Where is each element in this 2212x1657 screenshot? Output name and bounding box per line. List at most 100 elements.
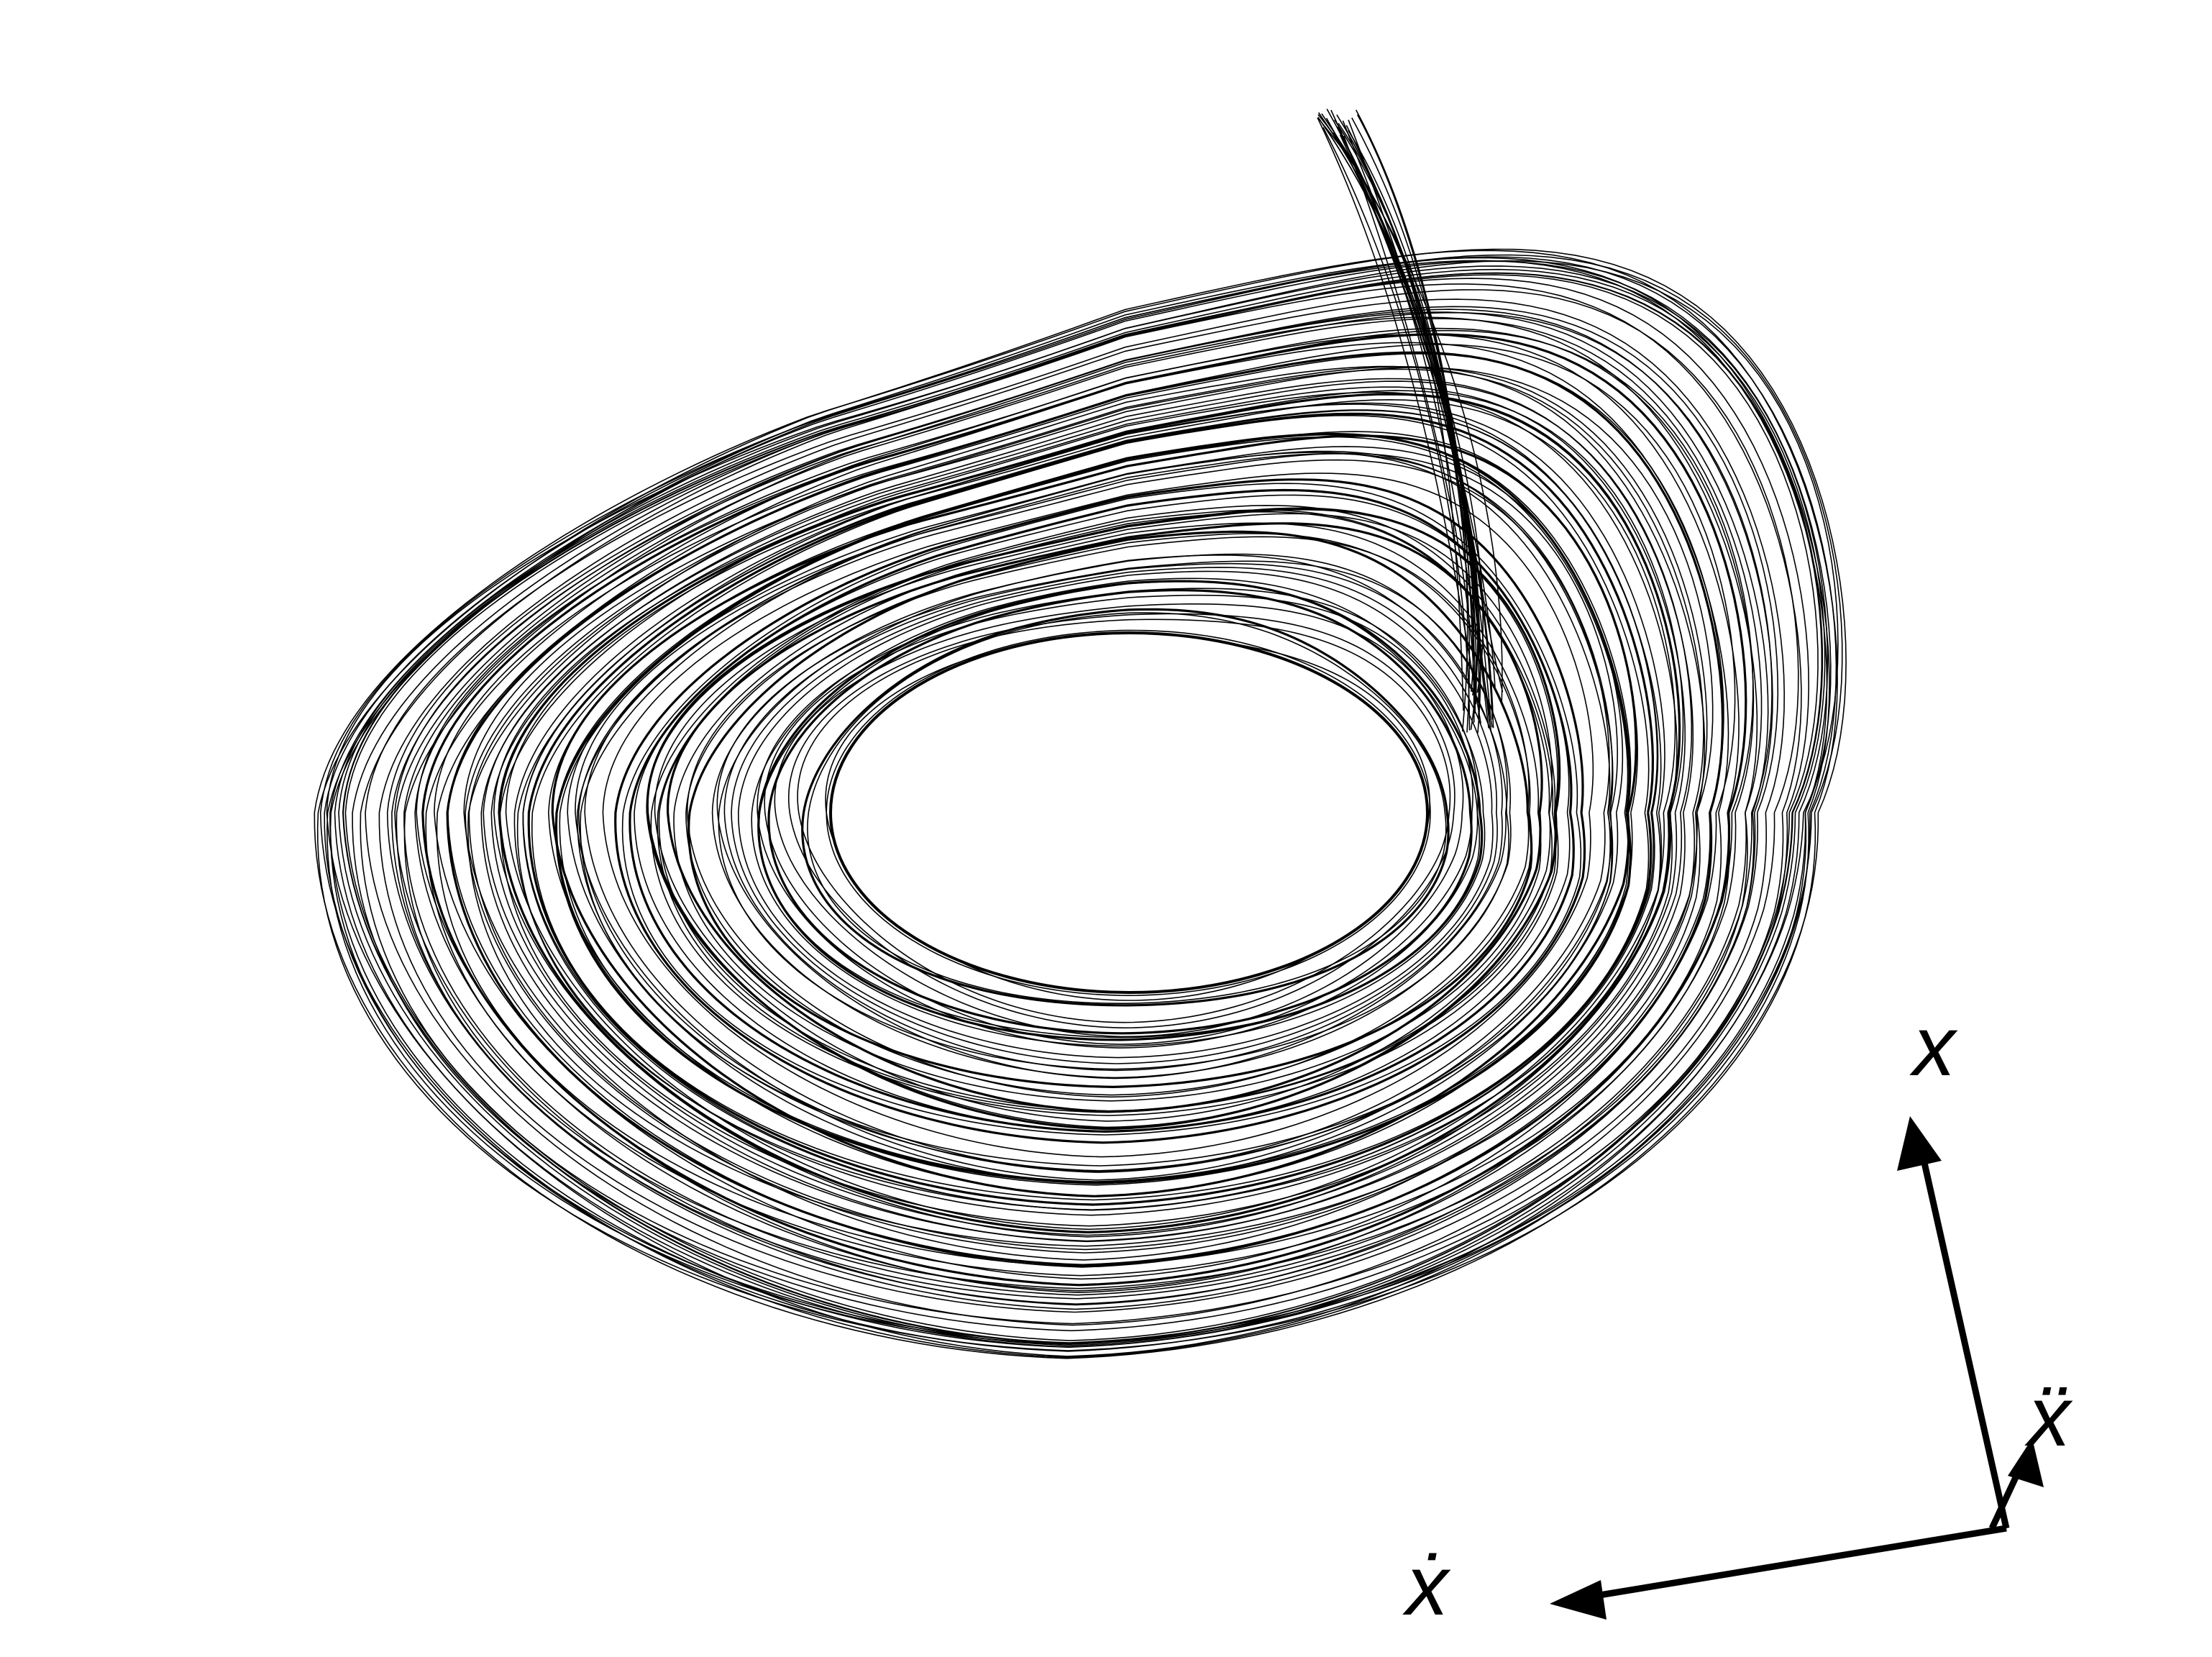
- trajectory-loop: [807, 612, 1447, 1004]
- trajectory-loop: [329, 260, 1832, 1348]
- trajectory-loop: [580, 452, 1613, 1167]
- x-dot-axis-arrowhead: [1550, 1580, 1607, 1620]
- trajectory-loop: [577, 450, 1614, 1172]
- attractor-trajectory: [314, 109, 1847, 1359]
- trajectory-loop: [687, 530, 1533, 1089]
- trajectory-loop: [551, 434, 1637, 1197]
- trajectory-loop: [434, 344, 1736, 1280]
- trajectory-loop: [654, 513, 1553, 1122]
- trajectory-loop: [731, 567, 1498, 1064]
- trajectory-loop: [711, 553, 1512, 1079]
- trajectory-loop: [386, 306, 1779, 1310]
- trajectory-loop: [516, 403, 1662, 1211]
- trajectory-loop: [344, 274, 1819, 1341]
- trajectory-fold-strand: [1317, 117, 1484, 693]
- trajectory-loop: [403, 318, 1763, 1296]
- trajectory-loop: [319, 254, 1843, 1359]
- trajectory-loop: [522, 409, 1658, 1211]
- trajectory-fold-strand: [1356, 114, 1477, 705]
- trajectory-loop: [365, 289, 1799, 1326]
- trajectory-loop: [394, 311, 1773, 1306]
- trajectory-loop: [801, 608, 1450, 1007]
- trajectory-loop: [658, 511, 1553, 1112]
- trajectory-loop: [513, 402, 1665, 1216]
- trajectory-loop: [414, 327, 1755, 1292]
- trajectory-loop: [421, 333, 1747, 1287]
- trajectory-loop: [436, 342, 1729, 1268]
- trajectory-fold-strand: [1322, 127, 1471, 731]
- trajectory-loop: [673, 522, 1542, 1102]
- trajectory-loop: [666, 522, 1543, 1113]
- trajectory-loop: [554, 432, 1632, 1184]
- x-ddot-axis-arrowhead: [2008, 1438, 2044, 1487]
- trajectory-loop: [531, 414, 1650, 1201]
- x-axis-arrowhead: [1897, 1116, 1942, 1171]
- trajectory-loop: [559, 436, 1630, 1182]
- trajectory-loop: [774, 603, 1464, 1038]
- trajectory-fold-strand: [1336, 127, 1479, 730]
- trajectory-loop: [483, 380, 1693, 1243]
- trajectory-fold-strand: [1345, 124, 1471, 733]
- trajectory-loop: [718, 554, 1509, 1070]
- trajectory-loop: [788, 613, 1455, 1029]
- trajectory-loop: [338, 268, 1826, 1346]
- trajectory-loop: [634, 494, 1571, 1133]
- trajectory-loop: [416, 329, 1754, 1294]
- trajectory-loop: [650, 504, 1559, 1116]
- trajectory-loop: [602, 473, 1594, 1158]
- trajectory-loop: [767, 589, 1473, 1035]
- trajectory-loop: [446, 351, 1724, 1266]
- trajectory-fold-strand: [1330, 109, 1475, 692]
- attractor-inner-boundary: [829, 631, 1429, 994]
- trajectory-loop: [352, 278, 1810, 1332]
- trajectory-loop: [316, 250, 1838, 1351]
- trajectory-loop: [826, 629, 1431, 996]
- trajectory-loop: [685, 533, 1532, 1096]
- axes-triad: x ẋ ẍ: [1402, 999, 2073, 1633]
- x-axis-arrow: [1916, 1143, 2010, 1529]
- trajectory-loop: [403, 316, 1758, 1289]
- trajectory-loop: [757, 588, 1479, 1049]
- trajectory-loop: [490, 386, 1686, 1236]
- trajectory-loop: [425, 334, 1740, 1277]
- x-dot-axis-label: ẋ: [1402, 1538, 1451, 1633]
- trajectory-loop: [797, 618, 1451, 1023]
- trajectory-loop: [463, 367, 1714, 1261]
- trajectory-loop: [686, 536, 1530, 1098]
- trajectory-loop: [723, 562, 1503, 1072]
- trajectory-loop: [567, 446, 1624, 1184]
- trajectory-loop: [334, 265, 1829, 1348]
- trajectory-loop: [391, 309, 1773, 1305]
- trajectory-loop: [314, 248, 1847, 1359]
- trajectory-loop: [614, 478, 1586, 1144]
- trajectory-loop: [584, 459, 1610, 1173]
- trajectory-loop: [751, 578, 1486, 1047]
- trajectory-fold-strand: [1317, 117, 1481, 724]
- trajectory-loop: [758, 580, 1481, 1039]
- trajectory-loop: [575, 452, 1619, 1181]
- trajectory-loop: [737, 570, 1494, 1059]
- trajectory-loop: [324, 256, 1837, 1352]
- trajectory-fold-strand: [1325, 117, 1481, 734]
- x-ddot-axis-label: ẍ: [2024, 1369, 2073, 1464]
- trajectory-loop: [577, 452, 1613, 1173]
- trajectory-loop: [629, 488, 1575, 1133]
- trajectory-loop: [360, 283, 1802, 1325]
- trajectory-fold-strand: [1317, 114, 1491, 723]
- trajectory-loop: [329, 260, 1828, 1343]
- trajectory-loop: [657, 509, 1557, 1113]
- trajectory-loop: [326, 260, 1839, 1357]
- trajectory-loop: [342, 272, 1823, 1344]
- trajectory-loop: [467, 365, 1706, 1247]
- trajectory-fold-strand: [1321, 113, 1503, 704]
- trajectory-loop: [764, 594, 1473, 1045]
- trajectory-loop: [378, 298, 1786, 1313]
- trajectory-loop: [396, 311, 1769, 1300]
- x-axis-label: x: [1909, 999, 1958, 1094]
- trajectory-loop: [465, 366, 1708, 1254]
- trajectory-fold-strand: [1343, 135, 1476, 713]
- trajectory-loop: [547, 431, 1638, 1197]
- trajectory-loop: [527, 412, 1655, 1206]
- trajectory-loop: [621, 483, 1582, 1136]
